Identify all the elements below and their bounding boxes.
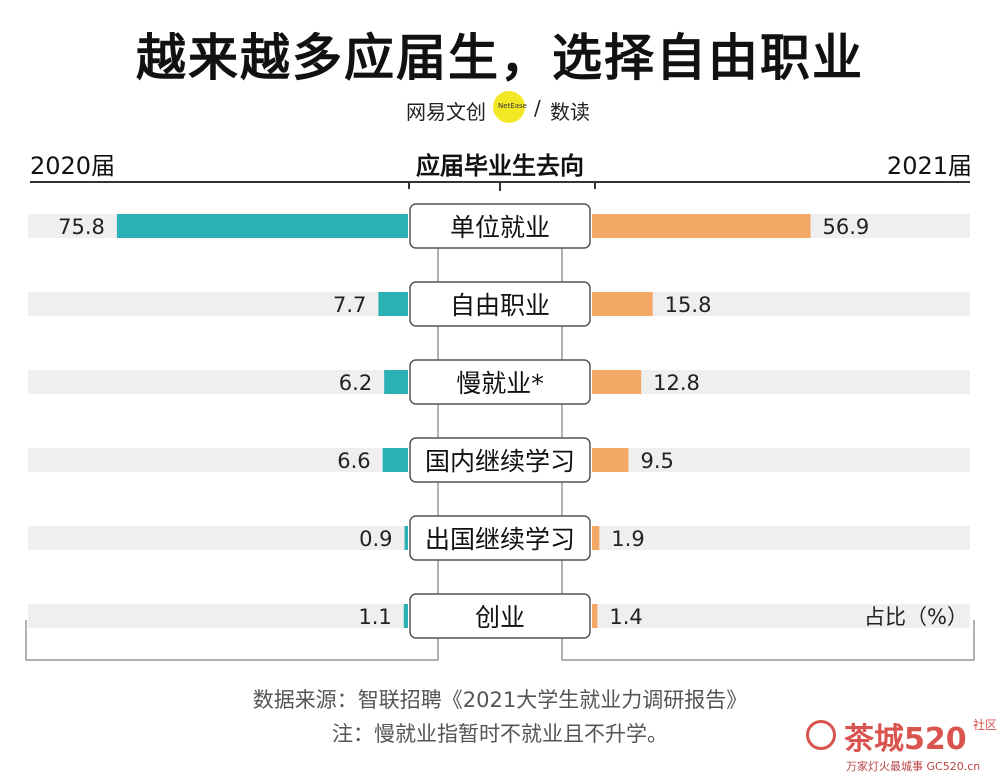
- value-label-2020: 6.6: [337, 449, 370, 473]
- brand-logo: 网易文创 NetEase / 数读: [0, 90, 1000, 130]
- chart-title: 越来越多应届生，选择自由职业: [136, 29, 864, 87]
- source-note: 数据来源：智联招聘《2021大学生就业力调研报告》: [252, 688, 748, 712]
- right-track: [592, 526, 970, 550]
- brand-separator: /: [534, 96, 541, 120]
- brand-name: 网易文创: [406, 100, 486, 124]
- right-track: [592, 604, 970, 628]
- category-label: 出国继续学习: [425, 525, 575, 554]
- category-label: 国内继续学习: [425, 447, 575, 476]
- category-label: 自由职业: [450, 291, 550, 320]
- watermark: 茶城520 社区 万家灯火最城事 GC520.cn: [800, 712, 1000, 778]
- bar-2021: [592, 370, 642, 394]
- bar-2020: [382, 448, 408, 472]
- category-label-box: [409, 359, 591, 405]
- value-label-2021: 12.8: [653, 371, 700, 395]
- bar-2020: [404, 526, 408, 550]
- category-label-box: [409, 593, 591, 639]
- bar-2021: [592, 526, 600, 550]
- category-label-box: [409, 515, 591, 561]
- left-track: [28, 292, 408, 316]
- value-label-2021: 56.9: [822, 215, 869, 239]
- category-label-box: [409, 437, 591, 483]
- category-label-box: [409, 281, 591, 327]
- value-label-2020: 1.1: [358, 605, 391, 629]
- category-label: 单位就业: [450, 213, 550, 242]
- value-label-2020: 75.8: [58, 215, 105, 239]
- right-track: [592, 292, 970, 316]
- value-label-2021: 1.9: [611, 527, 644, 551]
- left-track: [28, 370, 408, 394]
- value-label-2020: 0.9: [359, 527, 392, 551]
- value-label-2021: 15.8: [665, 293, 712, 317]
- bar-2020: [116, 214, 408, 238]
- value-label-2020: 7.7: [333, 293, 366, 317]
- left-track: [28, 526, 408, 550]
- bar-2020: [384, 370, 408, 394]
- bar-2020: [403, 604, 408, 628]
- bar-2021: [592, 604, 598, 628]
- legend-left-year: 2020届: [30, 152, 116, 180]
- bar-2021: [592, 292, 653, 316]
- left-track: [28, 448, 408, 472]
- category-label: 创业: [475, 603, 525, 632]
- header-bracket: [408, 181, 596, 189]
- watermark-url: 万家灯火最城事 GC520.cn: [846, 760, 981, 773]
- unit-label: 占比（%）: [864, 605, 968, 629]
- value-label-2020: 6.2: [339, 371, 372, 395]
- value-label-2021: 1.4: [609, 605, 642, 629]
- category-label: 慢就业*: [456, 369, 544, 398]
- chart-subtitle: 应届毕业生去向: [416, 152, 584, 180]
- bar-2021: [592, 214, 811, 238]
- value-label-2021: 9.5: [640, 449, 673, 473]
- bar-2020: [378, 292, 408, 316]
- brand-badge: NetEase: [498, 102, 527, 110]
- brand-dot-icon: [493, 91, 525, 123]
- right-track: [592, 370, 970, 394]
- category-label-box: [409, 203, 591, 249]
- watermark-text: 茶城520: [844, 722, 967, 757]
- bar-2021: [592, 448, 629, 472]
- watermark-side: 社区: [973, 718, 998, 732]
- footnote: 注：慢就业指暂时不就业且不升学。: [332, 722, 668, 746]
- legend-right-year: 2021届: [886, 152, 972, 180]
- right-track: [592, 448, 970, 472]
- watermark-logo-icon: [806, 720, 836, 750]
- header-tick: [499, 181, 501, 191]
- left-track: [28, 604, 408, 628]
- brand-sub: 数读: [550, 100, 590, 124]
- butterfly-chart: 75.8 56.9 单位就业 7.7 15.8 自由职业 6.2 12.8 慢就业* 6.6 9.5…: [25, 203, 975, 661]
